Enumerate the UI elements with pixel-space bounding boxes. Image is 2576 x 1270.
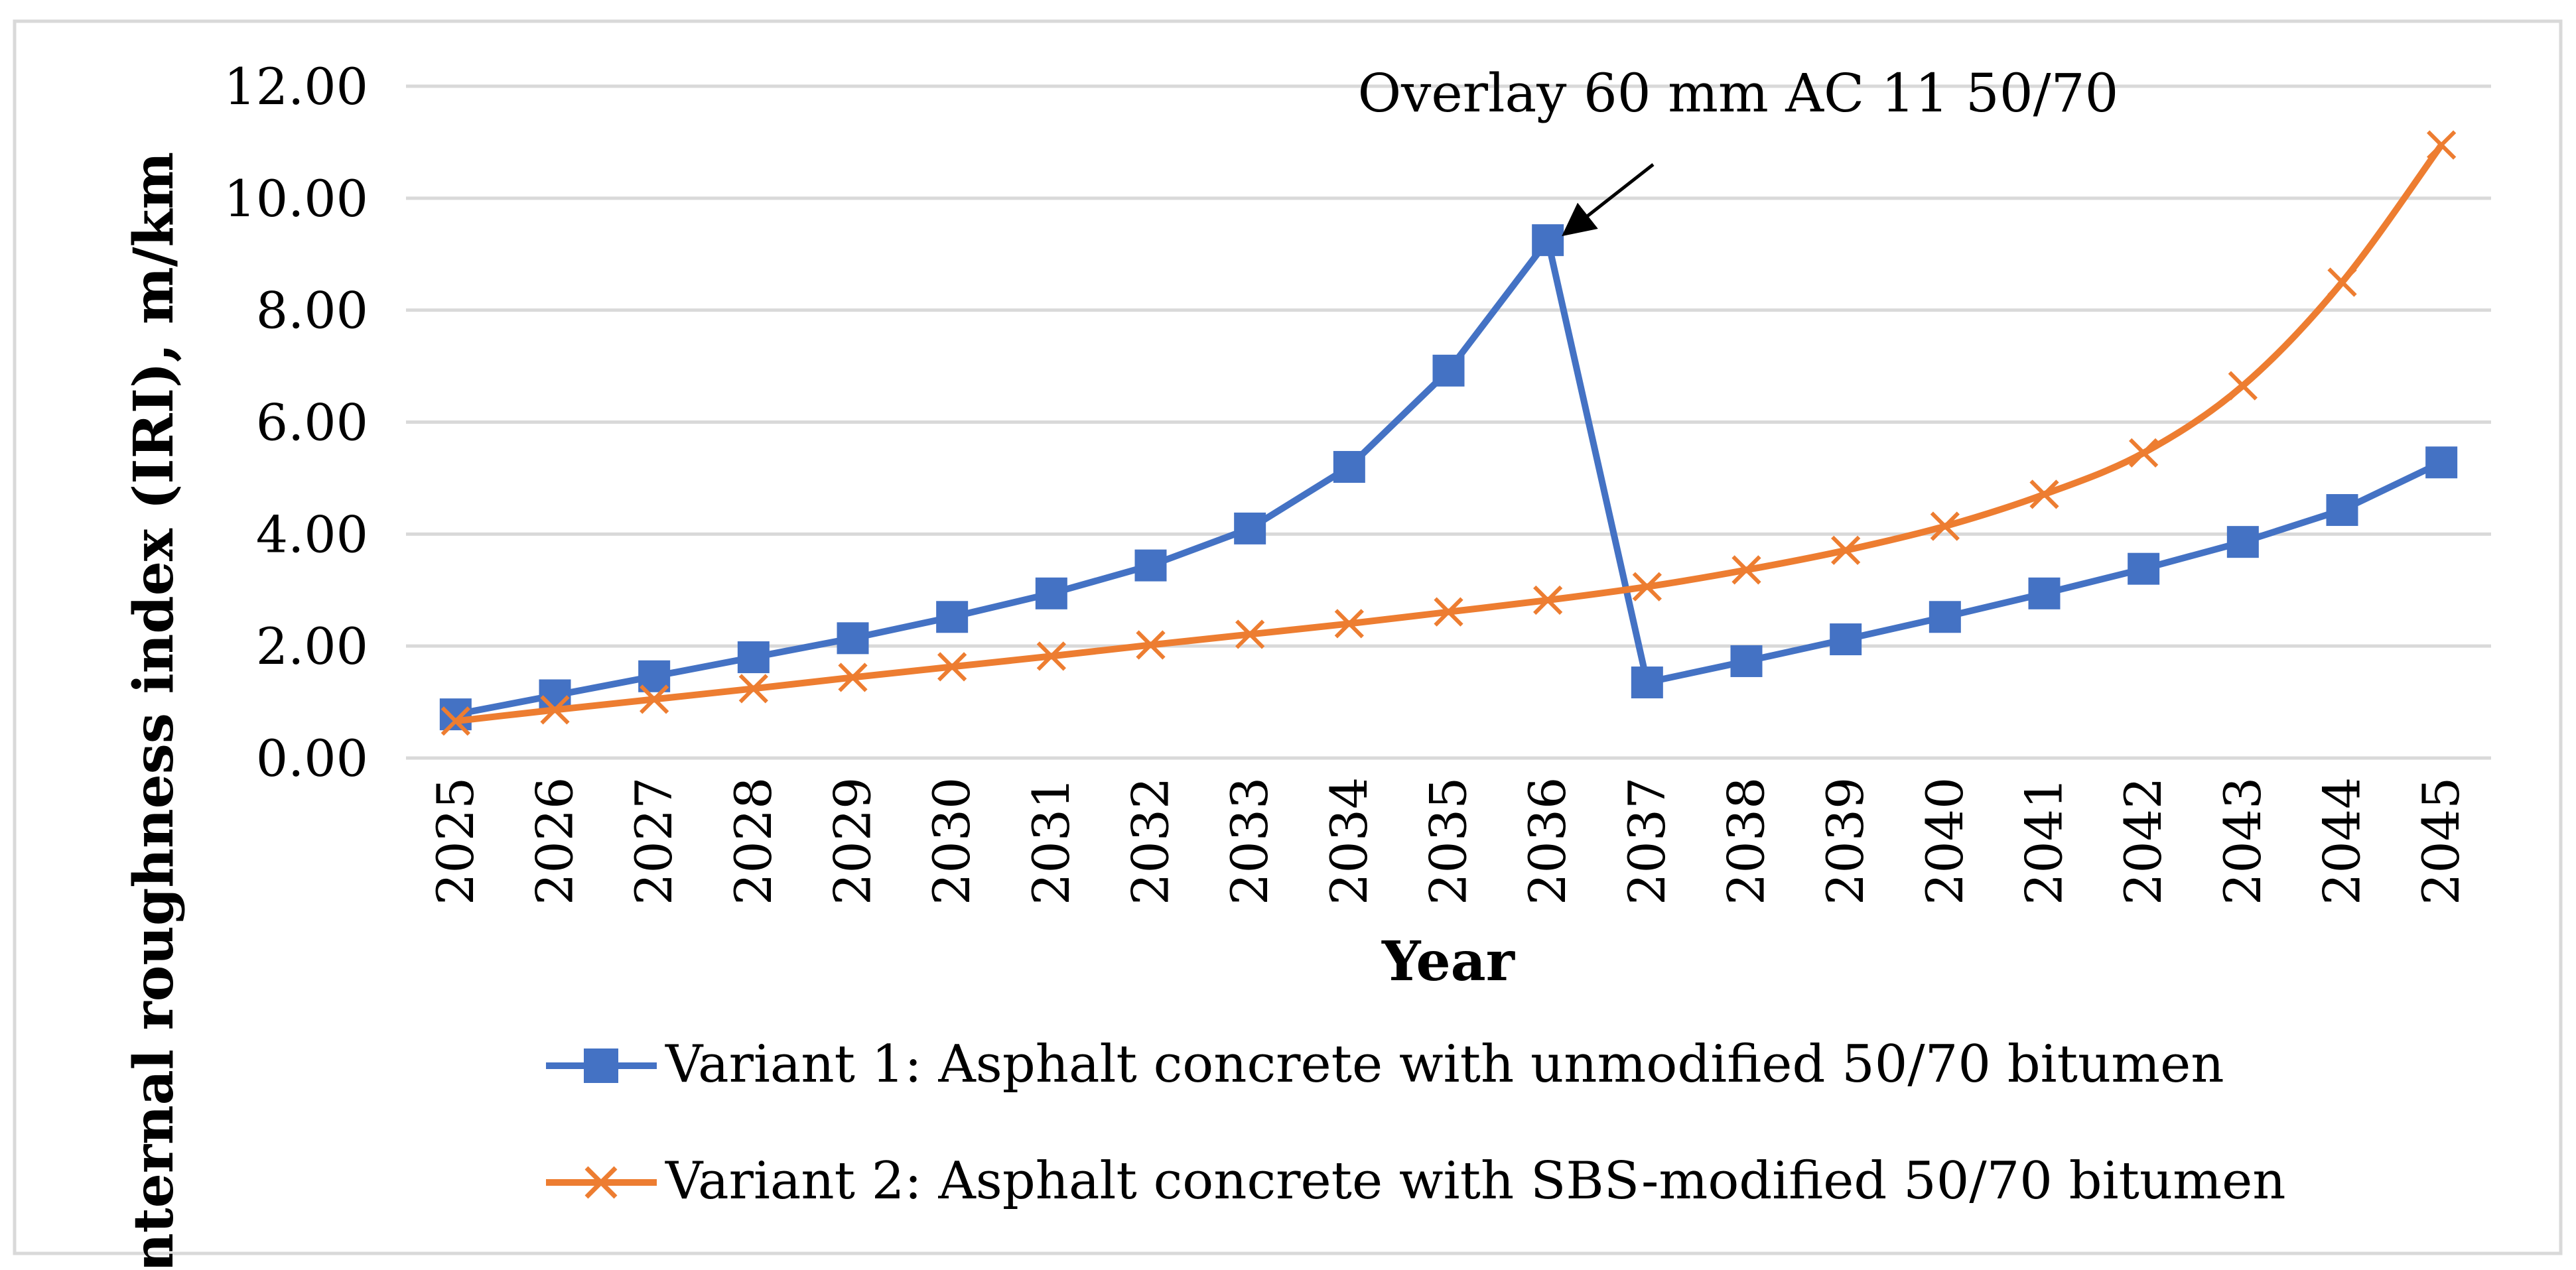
legend-label-variant-2: Variant 2: Asphalt concrete with SBS-mod… <box>665 1151 2286 1211</box>
x-tick-label: 2028 <box>724 777 783 905</box>
x-tick-label: 2030 <box>922 777 981 905</box>
data-point-square <box>1631 667 1663 699</box>
data-point-x <box>1533 585 1563 615</box>
x-axis-ticks: 2025 2026 2027 2028 2029 2030 2031 2032 2033 2034… <box>426 777 2471 905</box>
data-point-x <box>1632 572 1662 602</box>
y-tick-label: 2.00 <box>256 617 368 676</box>
x-tick-label: 2040 <box>1915 777 1974 905</box>
x-tick-label: 2025 <box>426 777 485 905</box>
legend-item-variant-2: Variant 2: Asphalt concrete with SBS-mod… <box>546 1151 2286 1211</box>
y-axis-label: Internal roughness index (IRI), m/km <box>122 152 186 1267</box>
legend: Variant 1: Asphalt concrete with unmodif… <box>546 1035 2286 1211</box>
data-point-x <box>1036 641 1066 671</box>
data-point-square <box>2028 577 2061 609</box>
x-tick-label: 2036 <box>1518 777 1577 905</box>
x-tick-label: 2041 <box>2015 777 2074 905</box>
x-tick-label: 2042 <box>2114 777 2173 905</box>
data-point-square <box>1830 623 1862 656</box>
data-point-x <box>640 684 669 714</box>
data-point-x <box>2228 371 2258 401</box>
overlay-annotation: Overlay 60 mm AC 11 50/70 <box>1358 62 2119 237</box>
data-point-square <box>2425 446 2458 479</box>
x-tick-label: 2026 <box>525 777 584 905</box>
y-tick-label: 10.00 <box>224 169 368 228</box>
data-point-x <box>2327 267 2357 297</box>
data-point-x <box>441 706 470 736</box>
x-tick-label: 2034 <box>1320 777 1379 905</box>
x-axis-label: Year <box>1381 930 1516 993</box>
y-tick-label: 4.00 <box>256 505 368 564</box>
data-point-square <box>1532 224 1564 257</box>
x-tick-label: 2035 <box>1419 777 1478 905</box>
data-point-x <box>937 652 967 682</box>
data-point-x <box>1136 630 1166 660</box>
x-tick-label: 2045 <box>2411 777 2471 905</box>
x-tick-label: 2031 <box>1022 777 1081 905</box>
data-point-square <box>1234 512 1266 544</box>
annotation-arrow <box>1562 163 1655 237</box>
legend-item-variant-1: Variant 1: Asphalt concrete with unmodif… <box>546 1035 2224 1094</box>
legend-square-marker <box>584 1048 618 1083</box>
x-tick-label: 2038 <box>1717 777 1776 905</box>
y-tick-label: 12.00 <box>224 57 368 116</box>
data-point-square <box>1333 451 1365 483</box>
data-point-square <box>936 601 969 633</box>
chart-border <box>13 19 2563 1255</box>
data-point-square <box>837 622 869 655</box>
data-point-square <box>2326 494 2358 527</box>
data-point-square <box>2128 552 2160 585</box>
x-tick-label: 2044 <box>2313 777 2372 905</box>
legend-x-marker <box>584 1166 618 1199</box>
data-point-square <box>1929 601 1961 633</box>
data-point-square <box>1134 549 1167 582</box>
x-tick-label: 2032 <box>1121 777 1180 905</box>
data-point-x <box>838 663 868 692</box>
data-point-square <box>1432 354 1465 387</box>
data-point-square <box>737 641 770 674</box>
data-point-x <box>1930 511 1960 541</box>
annotation-text: Overlay 60 mm AC 11 50/70 <box>1358 62 2119 124</box>
x-tick-label: 2027 <box>624 777 683 905</box>
series-1 <box>439 224 2458 731</box>
x-tick-label: 2029 <box>823 777 882 905</box>
series-layer <box>439 130 2458 736</box>
legend-label-variant-1: Variant 1: Asphalt concrete with unmodif… <box>665 1035 2224 1094</box>
data-point-x <box>1334 609 1364 639</box>
data-point-x <box>738 674 768 704</box>
data-point-square <box>1035 577 1067 609</box>
x-tick-label: 2039 <box>1816 777 1875 905</box>
x-tick-label: 2037 <box>1617 777 1676 905</box>
y-axis-ticks: 0.00 2.00 4.00 6.00 8.00 10.00 12.00 <box>224 57 368 788</box>
series-2 <box>441 130 2457 736</box>
data-point-x <box>2427 130 2457 160</box>
data-point-x <box>2129 438 2159 468</box>
y-tick-label: 8.00 <box>256 281 368 340</box>
data-point-x <box>1731 555 1761 585</box>
y-tick-label: 6.00 <box>256 393 368 452</box>
data-point-square <box>1730 645 1763 677</box>
data-point-x <box>2029 479 2059 509</box>
x-tick-label: 2033 <box>1220 777 1279 905</box>
data-point-x <box>1235 619 1265 649</box>
data-point-x <box>1831 535 1861 565</box>
data-point-x <box>1434 597 1463 627</box>
data-point-square <box>439 698 472 731</box>
x-tick-label: 2043 <box>2213 777 2272 905</box>
data-point-square <box>2226 526 2259 558</box>
y-tick-label: 0.00 <box>256 729 368 788</box>
data-point-x <box>540 695 570 725</box>
